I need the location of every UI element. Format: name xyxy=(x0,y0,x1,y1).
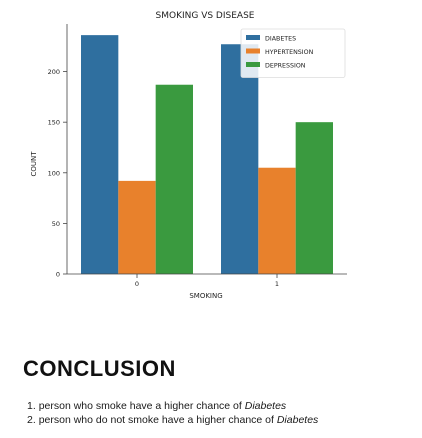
bar-hypertension-1 xyxy=(258,167,296,274)
conclusion-item-text: person who do not smoke have a higher ch… xyxy=(38,414,277,426)
conclusion-item-number: 2. xyxy=(27,414,36,426)
plot-area xyxy=(81,35,333,275)
conclusion-item: 1. person who smoke have a higher chance… xyxy=(27,399,318,413)
bar-diabetes-0 xyxy=(81,35,119,274)
conclusion-item-number: 1. xyxy=(27,400,36,412)
legend-label: DIABETES xyxy=(265,36,296,43)
conclusion-heading: CONCLUSION xyxy=(23,356,176,381)
bar-chart: SMOKING VS DISEASE COUNT SMOKING DIABETE… xyxy=(30,11,347,300)
y-tick-label: 100 xyxy=(48,169,60,177)
conclusion-item-disease: Diabetes xyxy=(244,400,287,412)
conclusion-list: 1. person who smoke have a higher chance… xyxy=(27,399,318,427)
legend-box xyxy=(240,28,346,78)
legend-swatch-depression xyxy=(246,62,260,67)
legend-swatch-hypertension xyxy=(246,48,260,54)
y-tick-label: 50 xyxy=(52,220,60,228)
legend: DIABETES HYPERTENSION DEPRESSION xyxy=(240,28,346,78)
y-tick-label: 200 xyxy=(48,68,60,76)
legend-label: HYPERTENSION xyxy=(265,49,314,56)
bar-hypertension-0 xyxy=(118,180,156,274)
conclusion-item: 2. person who do not smoke have a higher… xyxy=(27,413,318,427)
bar-depression-1 xyxy=(295,122,333,275)
x-tick-label: 0 xyxy=(135,280,139,288)
x-tick-label: 1 xyxy=(275,280,279,288)
legend-swatch-diabetes xyxy=(246,35,260,40)
conclusion-item-text: person who smoke have a higher chance of xyxy=(38,400,245,412)
x-axis-label: SMOKING xyxy=(189,292,222,300)
bar-diabetes-1 xyxy=(221,44,259,274)
bar-depression-0 xyxy=(155,84,193,274)
y-axis-label: COUNT xyxy=(30,151,38,177)
y-tick-label: 0 xyxy=(56,271,60,279)
legend-label: DEPRESSION xyxy=(265,63,306,70)
y-tick-label: 150 xyxy=(48,119,60,127)
conclusion-item-disease: Diabetes xyxy=(276,414,319,426)
chart-title: SMOKING VS DISEASE xyxy=(156,11,255,21)
